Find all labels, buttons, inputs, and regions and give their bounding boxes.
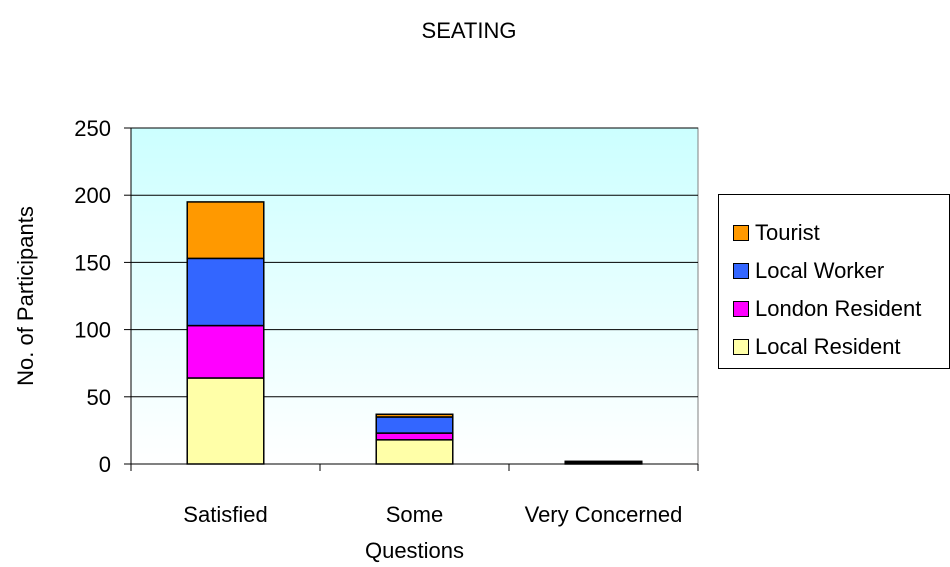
legend-swatch [733,263,749,279]
bar-segment [186,324,265,379]
y-tick-label: 0 [99,452,111,477]
bar-segment [375,413,454,418]
legend-swatch [733,339,749,355]
legend: Tourist Local Worker London Resident Local … [718,194,950,369]
legend-swatch [733,301,749,317]
legend-item: London Resident [733,296,922,321]
legend-label: Tourist [755,220,820,245]
y-tick-label: 50 [87,385,111,410]
x-tick-label: Very Concerned [525,502,683,527]
y-tick-label: 150 [74,250,111,275]
legend-swatch [733,225,749,241]
x-tick-label: Satisfied [183,502,267,527]
legend-item: Tourist [733,220,820,245]
legend-item: Local Resident [733,334,901,359]
bar-segment [186,201,265,260]
chart-title: SEATING [422,18,517,43]
axes: 0 50 100 150 200 250 Satisfied Some Questions Ver… [74,116,699,563]
bar-segment [186,377,265,465]
legend-label: London Resident [755,296,922,321]
y-tick-label: 250 [74,116,111,141]
legend-label: Local Worker [755,258,885,283]
legend-item: Local Worker [733,258,885,283]
bar-segment [186,257,265,327]
y-tick-label: 100 [74,318,111,343]
x-tick-label: Some [386,502,443,527]
legend-label: Local Resident [755,334,901,359]
bar-segment [375,432,454,441]
bars [186,201,643,465]
bar-segment [375,439,454,465]
y-axis-label: No. of Participants [13,206,38,386]
x-tick-label: Questions [365,538,464,563]
bar-segment [564,460,643,464]
bar-segment [375,416,454,434]
y-tick-label: 200 [74,183,111,208]
